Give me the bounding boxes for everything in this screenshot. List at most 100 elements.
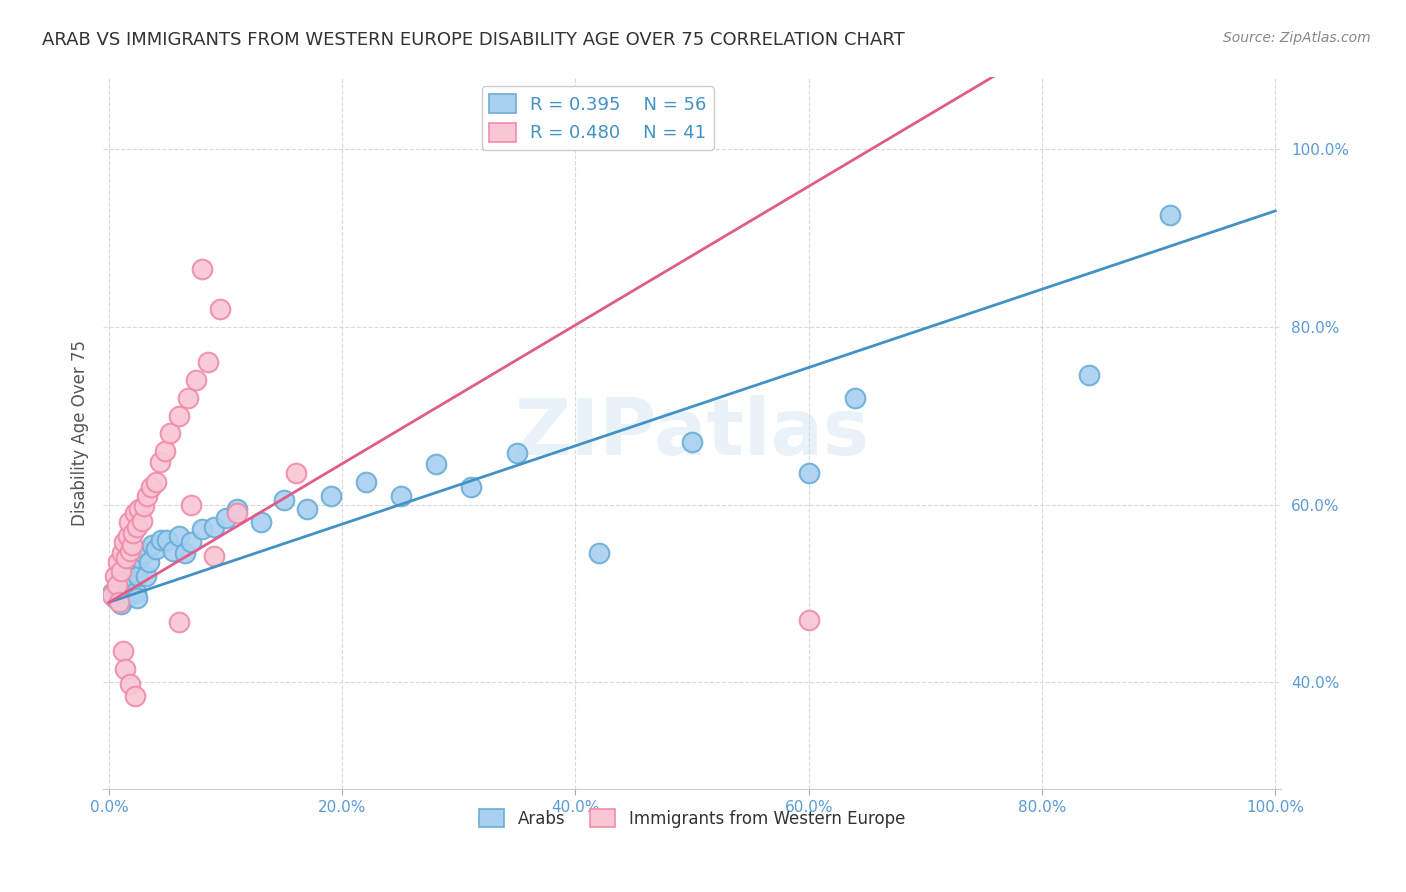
Point [460, 480, 482, 494]
Point [110, 597, 132, 611]
Point [122, 526, 145, 541]
Point [110, 584, 132, 599]
Point [101, 586, 124, 600]
Point [297, 502, 319, 516]
Point [1159, 208, 1181, 222]
Point [167, 529, 190, 543]
Point [114, 591, 136, 605]
Point [112, 586, 135, 600]
Point [186, 373, 208, 387]
Point [107, 591, 129, 605]
Point [167, 615, 190, 629]
Point [121, 537, 143, 551]
Point [118, 543, 141, 558]
Point [115, 582, 138, 596]
Point [108, 575, 131, 590]
Point [389, 489, 412, 503]
Point [132, 500, 155, 514]
Point [118, 564, 141, 578]
Point [145, 475, 167, 490]
Point [139, 480, 162, 494]
Point [129, 550, 152, 565]
Point [108, 595, 131, 609]
Point [156, 533, 179, 547]
Point [214, 511, 236, 525]
Point [111, 644, 134, 658]
Point [797, 613, 820, 627]
Point [319, 489, 342, 503]
Point [111, 579, 134, 593]
Point [115, 550, 138, 565]
Point [208, 301, 231, 316]
Y-axis label: Disability Age Over 75: Disability Age Over 75 [72, 341, 89, 526]
Point [153, 444, 176, 458]
Text: Source: ZipAtlas.com: Source: ZipAtlas.com [1223, 31, 1371, 45]
Point [124, 689, 146, 703]
Point [425, 458, 447, 472]
Text: ARAB VS IMMIGRANTS FROM WESTERN EUROPE DISABILITY AGE OVER 75 CORRELATION CHART: ARAB VS IMMIGRANTS FROM WESTERN EUROPE D… [42, 31, 905, 49]
Point [127, 568, 149, 582]
Point [681, 435, 703, 450]
Point [112, 534, 135, 549]
Point [197, 355, 219, 369]
Point [118, 677, 141, 691]
Point [107, 577, 129, 591]
Point [145, 541, 167, 556]
Point [249, 516, 271, 530]
Point [506, 446, 529, 460]
Point [128, 502, 150, 516]
Point [588, 546, 610, 560]
Point [1077, 368, 1099, 383]
Point [136, 489, 159, 503]
Point [125, 584, 148, 599]
Point [110, 564, 132, 578]
Point [191, 523, 214, 537]
Point [844, 391, 866, 405]
Point [104, 591, 127, 605]
Point [138, 555, 160, 569]
Point [162, 543, 184, 558]
Point [191, 261, 214, 276]
Point [111, 546, 134, 560]
Point [105, 577, 128, 591]
Point [167, 409, 190, 423]
Point [150, 533, 173, 547]
Point [125, 591, 148, 605]
Point [101, 588, 124, 602]
Point [111, 573, 134, 587]
Point [180, 534, 202, 549]
Point [124, 507, 146, 521]
Point [124, 555, 146, 569]
Point [114, 662, 136, 676]
Point [118, 588, 141, 602]
Point [141, 537, 163, 551]
Point [797, 467, 820, 481]
Point [202, 549, 225, 563]
Point [131, 514, 153, 528]
Point [226, 507, 249, 521]
Point [117, 529, 139, 543]
Point [120, 573, 142, 587]
Legend: Arabs, Immigrants from Western Europe: Arabs, Immigrants from Western Europe [472, 803, 911, 834]
Point [107, 555, 129, 569]
Point [202, 520, 225, 534]
Point [180, 498, 202, 512]
Point [115, 568, 138, 582]
Point [159, 426, 181, 441]
Point [104, 568, 127, 582]
Point [117, 577, 139, 591]
Point [284, 467, 307, 481]
Point [354, 475, 377, 490]
Point [177, 391, 200, 405]
Point [135, 568, 157, 582]
Point [118, 516, 141, 530]
Point [226, 502, 249, 516]
Point [104, 582, 127, 596]
Point [121, 559, 143, 574]
Point [125, 520, 148, 534]
Point [132, 546, 155, 560]
Point [122, 577, 145, 591]
Point [273, 493, 295, 508]
Text: ZIPatlas: ZIPatlas [515, 395, 870, 471]
Point [149, 455, 172, 469]
